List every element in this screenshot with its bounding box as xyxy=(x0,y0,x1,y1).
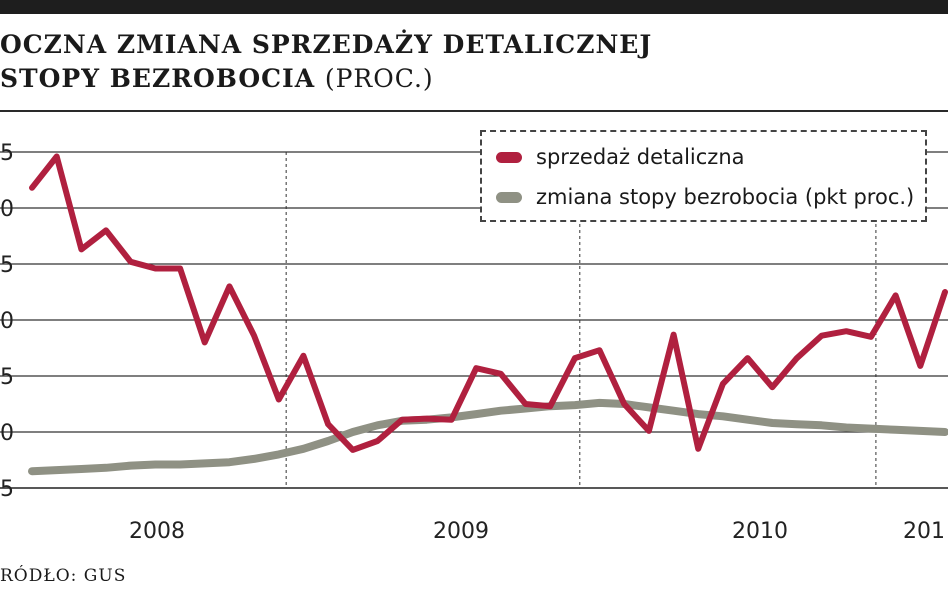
x-tick-label: 2009 xyxy=(433,519,489,544)
title-rule xyxy=(0,110,948,112)
x-tick-label: 2010 xyxy=(732,519,788,544)
legend-item-retail: sprzedaż detaliczna xyxy=(496,142,745,172)
legend-swatch-unemployment xyxy=(496,191,522,203)
y-tick-label: 5 xyxy=(0,477,14,502)
legend-item-unemployment: zmiana stopy bezrobocia (pkt proc.) xyxy=(496,182,914,212)
chart-title-line2: STOPY BEZROBOCIA (PROC.) xyxy=(0,64,434,93)
title-text-2: STOPY BEZROBOCIA xyxy=(0,64,316,93)
title-unit: (PROC.) xyxy=(324,64,434,93)
chart-title-line1: OCZNA ZMIANA SPRZEDAŻY DETALICZNEJ xyxy=(0,30,652,59)
top-bar xyxy=(0,0,948,14)
y-tick-label: 0 xyxy=(0,197,14,222)
y-tick-label: 5 xyxy=(0,253,14,278)
title-text-1: OCZNA ZMIANA SPRZEDAŻY DETALICZNEJ xyxy=(0,30,653,59)
source-note: RÓDŁO: GUS xyxy=(0,566,127,586)
series-layer xyxy=(28,153,948,476)
x-tick-label: 201 xyxy=(903,519,945,544)
series-line-retail xyxy=(29,153,948,453)
series-line-unemployment xyxy=(28,398,948,476)
legend-label-retail: sprzedaż detaliczna xyxy=(536,145,745,169)
y-tick-label: 0 xyxy=(0,421,14,446)
y-tick-label: 5 xyxy=(0,365,14,390)
legend-label-unemployment: zmiana stopy bezrobocia (pkt proc.) xyxy=(536,185,915,209)
axis-layer: 5 0 5 0 5 0 5 2008 2009 2010 201 xyxy=(0,141,945,544)
legend: sprzedaż detaliczna zmiana stopy bezrobo… xyxy=(480,130,927,222)
x-tick-label: 2008 xyxy=(129,519,185,544)
y-tick-label: 5 xyxy=(0,141,14,166)
legend-swatch-retail xyxy=(496,151,522,163)
y-tick-label: 0 xyxy=(0,309,14,334)
